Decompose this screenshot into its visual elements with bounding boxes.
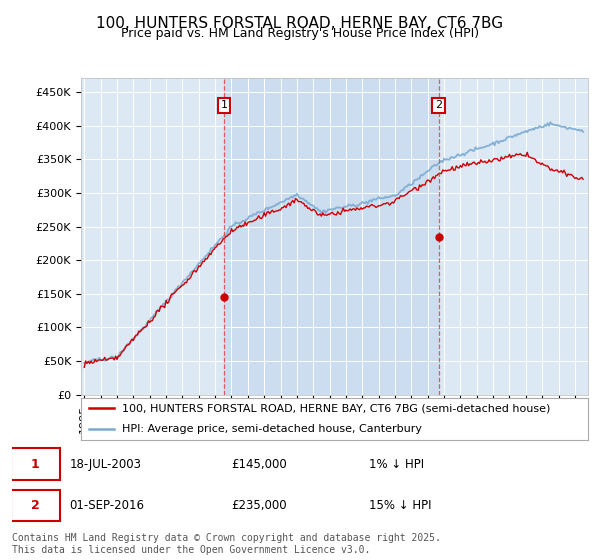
Text: Contains HM Land Registry data © Crown copyright and database right 2025.
This d: Contains HM Land Registry data © Crown c…: [12, 533, 441, 555]
Text: 18-JUL-2003: 18-JUL-2003: [70, 458, 142, 470]
FancyBboxPatch shape: [11, 490, 60, 521]
Text: 1: 1: [220, 100, 227, 110]
Text: Price paid vs. HM Land Registry's House Price Index (HPI): Price paid vs. HM Land Registry's House …: [121, 27, 479, 40]
Text: 100, HUNTERS FORSTAL ROAD, HERNE BAY, CT6 7BG (semi-detached house): 100, HUNTERS FORSTAL ROAD, HERNE BAY, CT…: [122, 403, 550, 413]
Text: £235,000: £235,000: [231, 500, 287, 512]
Text: 01-SEP-2016: 01-SEP-2016: [70, 500, 145, 512]
Text: 2: 2: [31, 500, 40, 512]
Bar: [224, 78, 439, 395]
Text: HPI: Average price, semi-detached house, Canterbury: HPI: Average price, semi-detached house,…: [122, 424, 422, 434]
Text: £145,000: £145,000: [231, 458, 287, 470]
Text: 2: 2: [435, 100, 442, 110]
Text: 15% ↓ HPI: 15% ↓ HPI: [369, 500, 431, 512]
Text: 1% ↓ HPI: 1% ↓ HPI: [369, 458, 424, 470]
Text: 1: 1: [31, 458, 40, 470]
Text: 100, HUNTERS FORSTAL ROAD, HERNE BAY, CT6 7BG: 100, HUNTERS FORSTAL ROAD, HERNE BAY, CT…: [97, 16, 503, 31]
FancyBboxPatch shape: [11, 449, 60, 480]
